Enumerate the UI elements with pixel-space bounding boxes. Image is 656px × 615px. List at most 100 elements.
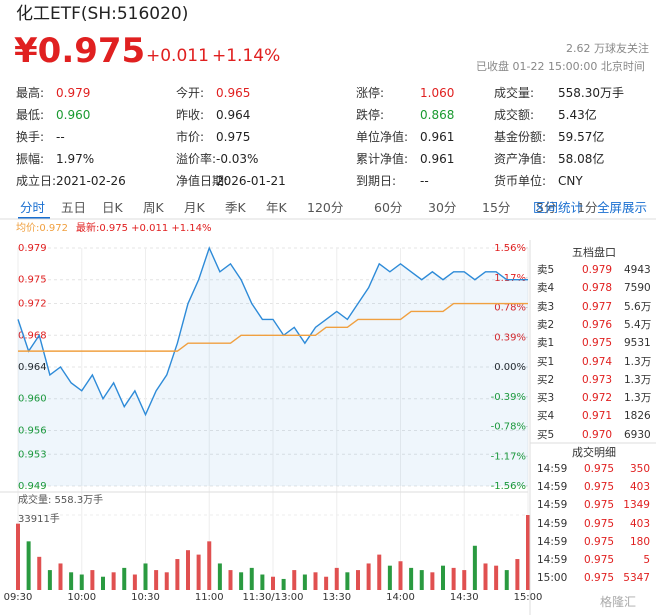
- volume-bar: [334, 567, 339, 590]
- volume-bar: [462, 570, 467, 590]
- tab[interactable]: 周K: [143, 200, 164, 215]
- volume-bar: [387, 565, 392, 590]
- trade-volume: 180: [629, 535, 650, 548]
- ob-volume: 4943: [624, 264, 651, 276]
- stat-value: 0.960: [56, 108, 91, 122]
- stat-value: 1.060: [420, 86, 455, 100]
- volume-bar: [90, 570, 95, 590]
- watermark: 格隆汇: [600, 595, 637, 609]
- stat-label: 市价:: [176, 130, 205, 144]
- tab[interactable]: 1分: [577, 200, 598, 215]
- stat-label: 换手:: [16, 130, 45, 144]
- stat-label: 溢价率:: [176, 152, 217, 166]
- tab[interactable]: 15分: [482, 200, 511, 215]
- ob-price: 0.977: [582, 300, 613, 313]
- volume-bar: [217, 563, 222, 590]
- y-tick-label: 0.960: [18, 394, 47, 405]
- stat-label: 累计净值:: [356, 152, 409, 166]
- y-tick-label: 0.964: [18, 362, 47, 373]
- stat-label: 到期日:: [356, 174, 397, 188]
- stat-value: 59.57亿: [558, 130, 605, 144]
- series-line: [17, 246, 528, 417]
- ob-volume: 1.3万: [624, 373, 652, 386]
- volume-bar: [58, 563, 63, 590]
- ob-label: 买3: [537, 392, 555, 405]
- stat-label: 振幅:: [16, 152, 45, 166]
- volume-bar: [26, 541, 31, 590]
- tab[interactable]: 五日: [61, 200, 87, 215]
- x-tick-label: 14:00: [386, 592, 415, 603]
- volume-bar: [398, 561, 403, 590]
- trade-time: 14:59: [537, 481, 568, 494]
- stat-value: 2021-02-26: [56, 174, 126, 188]
- volume-bar: [472, 545, 477, 590]
- y-tick-label: 0.956: [18, 425, 47, 436]
- tab[interactable]: 60分: [374, 200, 403, 215]
- x-tick-label: 11:30/13:00: [242, 592, 303, 603]
- volume-bar: [324, 576, 329, 590]
- ob-label: 卖1: [537, 337, 555, 350]
- stat-label: 最低:: [16, 108, 45, 122]
- tab[interactable]: 年K: [266, 200, 287, 215]
- stat-value: CNY: [558, 174, 583, 188]
- ob-label: 卖3: [537, 300, 555, 313]
- trade-time: 14:59: [537, 463, 568, 475]
- ob-volume: 7590: [624, 282, 651, 295]
- stat-value: 2026-01-21: [216, 174, 286, 188]
- ob-volume: 6930: [624, 428, 651, 441]
- trade-time: 14:59: [537, 554, 568, 566]
- stat-label: 单位净值:: [356, 130, 409, 144]
- stat-value: 0.964: [216, 108, 251, 122]
- tab[interactable]: 120分: [307, 200, 344, 215]
- volume-bar: [122, 567, 127, 590]
- volume-bar: [228, 570, 233, 590]
- trade-price: 0.975: [584, 463, 615, 475]
- tab-right[interactable]: 区间统计: [533, 200, 584, 215]
- legend-avg: 均价:0.972: [16, 223, 68, 234]
- volume-bar: [154, 570, 159, 590]
- ob-price: 0.970: [582, 428, 613, 441]
- trade-time: 14:59: [537, 499, 568, 512]
- stat-value: 0.961: [420, 152, 455, 166]
- trade-volume: 350: [629, 463, 650, 475]
- volume-bar: [313, 572, 318, 590]
- panel-title: 成交明细: [572, 446, 616, 459]
- panel-title: 五档盘口: [572, 246, 616, 259]
- volume-bar: [483, 563, 488, 590]
- stat-label: 最高:: [16, 86, 45, 100]
- y-tick-label: 0.949: [18, 481, 47, 492]
- y2-tick-label: 1.56%: [494, 243, 526, 254]
- status: 已收盘 01-22 15:00:00 北京时间: [476, 60, 645, 73]
- volume-bar: [79, 574, 84, 590]
- volume-bar: [494, 565, 499, 590]
- ob-volume: 1826: [624, 410, 651, 423]
- trade-volume: 1349: [623, 499, 650, 512]
- ob-label: 买2: [537, 373, 555, 386]
- stat-label: 资产净值:: [494, 152, 547, 166]
- tab[interactable]: 5分: [536, 200, 557, 215]
- ob-label: 买5: [537, 428, 555, 441]
- stat-label: 昨收:: [176, 108, 205, 122]
- volume-bar: [132, 574, 137, 590]
- trade-volume: 5: [643, 554, 650, 566]
- price: ¥0.975: [14, 31, 146, 71]
- volume-bar: [260, 574, 265, 590]
- stat-value: --: [56, 130, 65, 144]
- tab[interactable]: 日K: [102, 200, 123, 215]
- tab[interactable]: 分时: [20, 200, 46, 215]
- tab[interactable]: 月K: [184, 200, 205, 215]
- y2-tick-label: -0.39%: [491, 392, 526, 403]
- stat-value: 5.43亿: [558, 108, 597, 122]
- stat-value: 0.868: [420, 108, 455, 122]
- stat-value: --: [420, 174, 429, 188]
- tab[interactable]: 季K: [225, 200, 246, 215]
- volume-bar: [143, 563, 148, 590]
- tab-right[interactable]: 全屏展示: [597, 200, 648, 215]
- ob-price: 0.976: [582, 318, 613, 331]
- ob-label: 卖4: [537, 282, 555, 295]
- tab[interactable]: 30分: [428, 200, 457, 215]
- ob-price: 0.974: [582, 355, 613, 368]
- volume-bar: [207, 541, 212, 590]
- series-line: [18, 302, 528, 352]
